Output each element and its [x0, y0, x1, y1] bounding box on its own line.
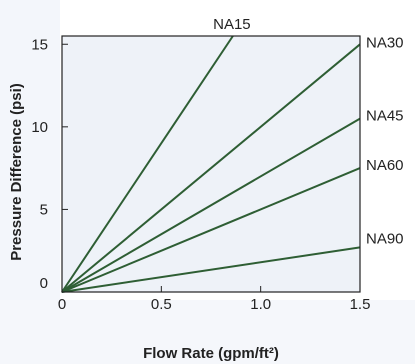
series-line-na45	[61, 117, 361, 293]
series-lines	[61, 35, 361, 293]
x-tick-label: 1.5	[350, 296, 371, 313]
series-line-na60	[61, 167, 361, 293]
series-line-na90	[61, 246, 361, 293]
plot-area	[62, 36, 360, 292]
watermark-shape-left	[0, 0, 60, 364]
y-axis-title: Pressure Difference (psi)	[8, 83, 25, 261]
x-axis-title: Flow Rate (gpm/ft²)	[143, 345, 279, 362]
series-label-na45: NA45	[366, 108, 404, 125]
watermark-shape-bottom	[0, 300, 415, 364]
y-axis-ticks: 0 5 10 15	[31, 36, 68, 293]
x-tick-label: 1.0	[250, 296, 271, 313]
y-tick-label: 15	[31, 36, 48, 53]
series-label-na15: NA15	[213, 16, 251, 33]
x-tick-label: 0.5	[151, 296, 172, 313]
series-line-na15	[61, 35, 234, 293]
series-labels: NA15 NA30 NA45 NA60 NA90	[213, 16, 403, 247]
plot-frame	[61, 35, 361, 293]
series-label-na90: NA90	[366, 230, 404, 247]
y-tick-label: 5	[40, 201, 48, 218]
x-axis-ticks: 0 0.5 1.0 1.5	[58, 286, 371, 313]
series-line-na30	[61, 43, 361, 293]
series-label-na60: NA60	[366, 157, 404, 174]
y-tick-label: 10	[31, 119, 48, 136]
x-tick-label: 0	[58, 296, 66, 313]
series-label-na30: NA30	[366, 34, 404, 51]
y-tick-label: 0	[40, 275, 48, 292]
